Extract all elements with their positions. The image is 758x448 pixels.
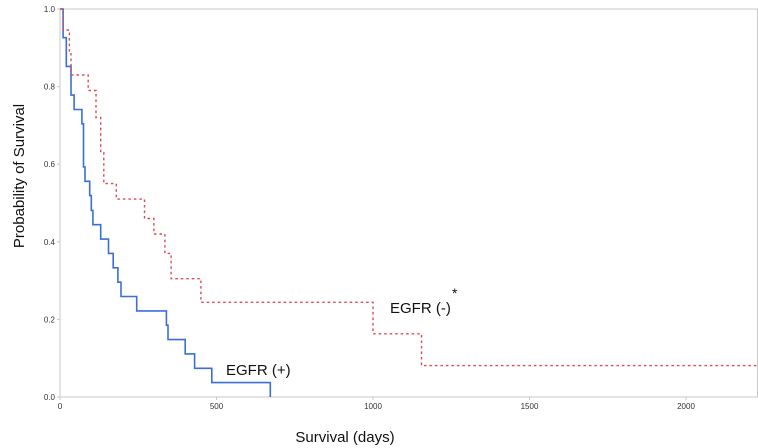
y-tick-label: 0.4 [44, 238, 56, 247]
series-line-egfr-positive [60, 8, 272, 397]
y-tick-label: 0.2 [44, 315, 56, 324]
series-label-egfr-positive: EGFR (+) [226, 362, 291, 379]
x-axis-ticks: 0 500 1000 1500 2000 [58, 397, 695, 411]
x-tick-label: 0 [58, 402, 63, 411]
x-tick-label: 500 [210, 402, 224, 411]
series-line-egfr-negative [60, 8, 758, 367]
y-tick-label: 0.6 [44, 160, 56, 169]
x-tick-label: 1000 [364, 402, 382, 411]
x-axis-title: Survival (days) [295, 429, 394, 446]
significance-asterisk: * [452, 285, 458, 301]
y-tick-label: 0.0 [44, 393, 56, 402]
series-label-egfr-negative: EGFR (-) [390, 300, 451, 317]
series-layer [60, 8, 758, 397]
x-tick-label: 2000 [677, 402, 695, 411]
y-tick-label: 1.0 [44, 5, 56, 14]
x-tick-label: 1500 [521, 402, 539, 411]
y-axis-ticks: 0.0 0.2 0.4 0.6 0.8 1.0 [44, 5, 60, 402]
y-axis-title: Probability of Survival [11, 104, 28, 248]
y-tick-label: 0.8 [44, 83, 56, 92]
